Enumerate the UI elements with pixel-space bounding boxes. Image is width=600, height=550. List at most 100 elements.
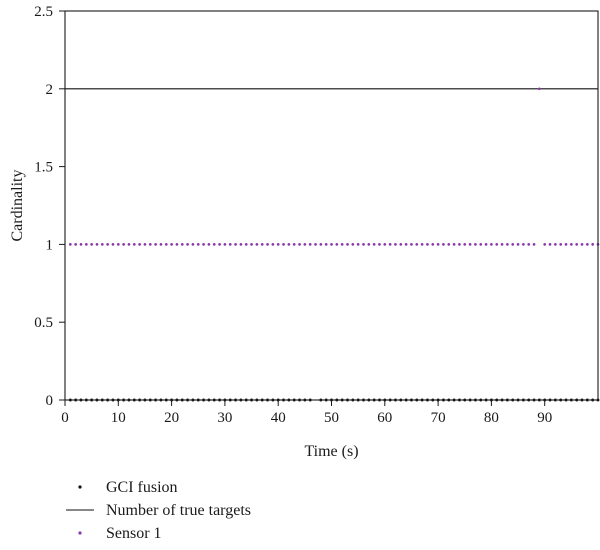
x-tick-label: 30 [217,410,232,426]
sensor1-point [447,243,451,246]
x-axis: 0 10 20 30 40 50 60 70 80 90 [61,400,552,426]
sensor1-point [68,243,72,246]
sensor1-point [585,243,589,246]
sensor1-point [319,243,323,246]
sensor1-point [170,243,173,246]
sensor1-point [538,87,541,91]
sensor1-point [468,243,472,246]
sensor1-point [90,243,93,246]
sensor1-point [415,243,419,246]
plot-frame [64,10,599,401]
sensor1-point [495,243,499,246]
sensor1-point [298,243,301,246]
sensor1-point [218,243,221,246]
x-tick-label: 50 [324,410,339,426]
sensor1-point [516,243,520,246]
sensor1-point [79,243,83,246]
sensor1-point [442,243,445,246]
sensor1-point [431,243,435,246]
x-tick-label: 80 [484,410,499,426]
sensor1-point [303,243,307,246]
sensor1-point [138,243,141,246]
legend-sensor1-swatch [78,531,82,535]
sensor1-point [282,243,285,246]
sensor1-point [479,243,483,246]
sensor1-point [223,243,227,246]
x-tick-label: 60 [377,410,392,426]
sensor1-point [463,243,467,246]
sensor1-point [570,243,573,246]
sensor1-point [287,243,291,246]
sensor1-point [271,243,275,246]
sensor1-point [522,243,525,246]
sensor1-point [330,243,333,246]
sensor1-point [484,243,488,246]
sensor1-point [143,243,147,246]
sensor1-point [244,243,248,246]
sensor1-point [180,243,184,246]
sensor1-point [458,243,461,246]
x-axis-title: Time (s) [304,443,358,460]
sensor1-point [132,243,136,246]
sensor1-point [452,243,456,246]
sensor1-point [591,243,595,246]
sensor1-point [308,243,312,246]
sensor1-point [154,243,157,246]
sensor1-point [511,243,515,246]
sensor1-point [239,243,243,246]
y-tick-label: 1.5 [34,160,53,176]
sensor1-point [84,243,88,246]
y-tick-label: 1 [46,237,54,253]
sensor1-point [255,243,259,246]
sensor1-point [399,243,403,246]
sensor1-point [426,243,429,246]
sensor1-point [175,243,179,246]
sensor1-point [164,243,168,246]
sensor1-point [335,243,339,246]
sensor1-point [490,243,493,246]
sensor1-point [372,243,376,246]
sensor1-point [148,243,152,246]
x-tick-label: 40 [271,410,286,426]
x-tick-label: 90 [537,410,552,426]
plot-marks [65,87,600,402]
sensor1-point [127,243,131,246]
sensor1-point [212,243,216,246]
sensor1-point [580,243,584,246]
sensor1-point [191,243,195,246]
sensor1-point [250,243,253,246]
y-tick-label: 2.5 [34,4,53,20]
sensor1-point [106,243,109,246]
legend-label: GCI fusion [106,479,178,496]
sensor1-point [394,243,397,246]
y-axis-title: Cardinality [9,170,26,242]
sensor1-point [351,243,355,246]
sensor1-point [116,243,120,246]
sensor1-point [554,243,557,246]
y-tick-label: 0 [46,393,54,409]
sensor1-point [100,243,104,246]
sensor1-point [228,243,232,246]
y-tick-label: 0.5 [34,315,53,331]
sensor1-point [234,243,237,246]
legend-gci-swatch [78,485,82,489]
x-tick-label: 70 [431,410,446,426]
sensor1-point [506,243,509,246]
legend: GCI fusion Number of true targets Sensor 1 [66,479,251,542]
sensor1-point [314,243,317,246]
x-tick-label: 0 [61,410,69,426]
sensor1-point [346,243,349,246]
sensor1-point [202,243,205,246]
sensor1-point [548,243,552,246]
sensor1-point [95,243,99,246]
sensor1-point [196,243,200,246]
legend-label: Sensor 1 [106,525,162,542]
sensor1-point [340,243,344,246]
sensor1-point [378,243,381,246]
sensor1-point [362,243,365,246]
sensor1-point [74,243,78,246]
sensor1-point [186,243,189,246]
y-axis: 0 0.5 1 1.5 2 2.5 [34,4,65,409]
sensor1-point [564,243,568,246]
